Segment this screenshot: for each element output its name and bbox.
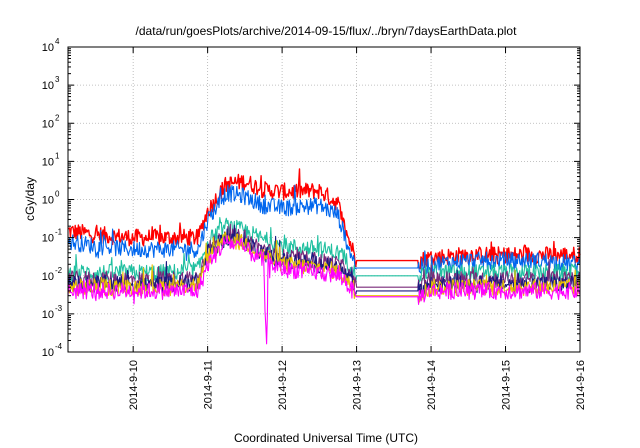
y-tick-label: 10 [42, 195, 54, 207]
y-tick-label: 10 [42, 156, 54, 168]
series-group [67, 168, 581, 345]
y-tick-label: 10 [42, 118, 54, 130]
x-tick-label: 2014-9-10 [128, 360, 140, 410]
y-tick-label: 10 [42, 309, 54, 321]
y-tick-exponent: 2 [55, 113, 60, 122]
y-tick-exponent: -1 [55, 228, 63, 237]
y-tick-exponent: 1 [55, 151, 60, 160]
y-tick-label: 10 [42, 347, 54, 359]
x-axis-label: Coordinated Universal Time (UTC) [234, 431, 418, 445]
y-tick-label: 10 [42, 80, 54, 92]
x-tick-label: 2014-9-11 [203, 360, 215, 409]
x-tick-label: 2014-9-16 [575, 360, 587, 410]
y-tick-exponent: 4 [55, 37, 60, 46]
x-tick-label: 2014-9-13 [352, 360, 364, 410]
series-line-6 [67, 234, 581, 345]
x-tick-label: 2014-9-12 [277, 360, 289, 410]
y-tick-exponent: -3 [55, 304, 63, 313]
y-axis-label: cGy/day [23, 177, 37, 221]
y-tick-exponent: -4 [55, 342, 63, 351]
chart-title: /data/run/goesPlots/archive/2014-09-15/f… [136, 24, 518, 38]
series-line-0 [67, 168, 581, 270]
x-tick-label: 2014-9-14 [426, 360, 438, 410]
y-tick-exponent: 0 [55, 190, 60, 199]
y-tick-label: 10 [42, 271, 54, 283]
y-tick-label: 10 [42, 42, 54, 54]
y-tick-exponent: 3 [55, 75, 60, 84]
y-tick-exponent: -2 [55, 266, 63, 275]
y-tick-label: 10 [42, 233, 54, 245]
x-tick-label: 2014-9-15 [501, 360, 513, 410]
x-axis: 2014-9-10 2014-9-11 2014-9-12 2014-9-13 2014… [128, 47, 587, 410]
